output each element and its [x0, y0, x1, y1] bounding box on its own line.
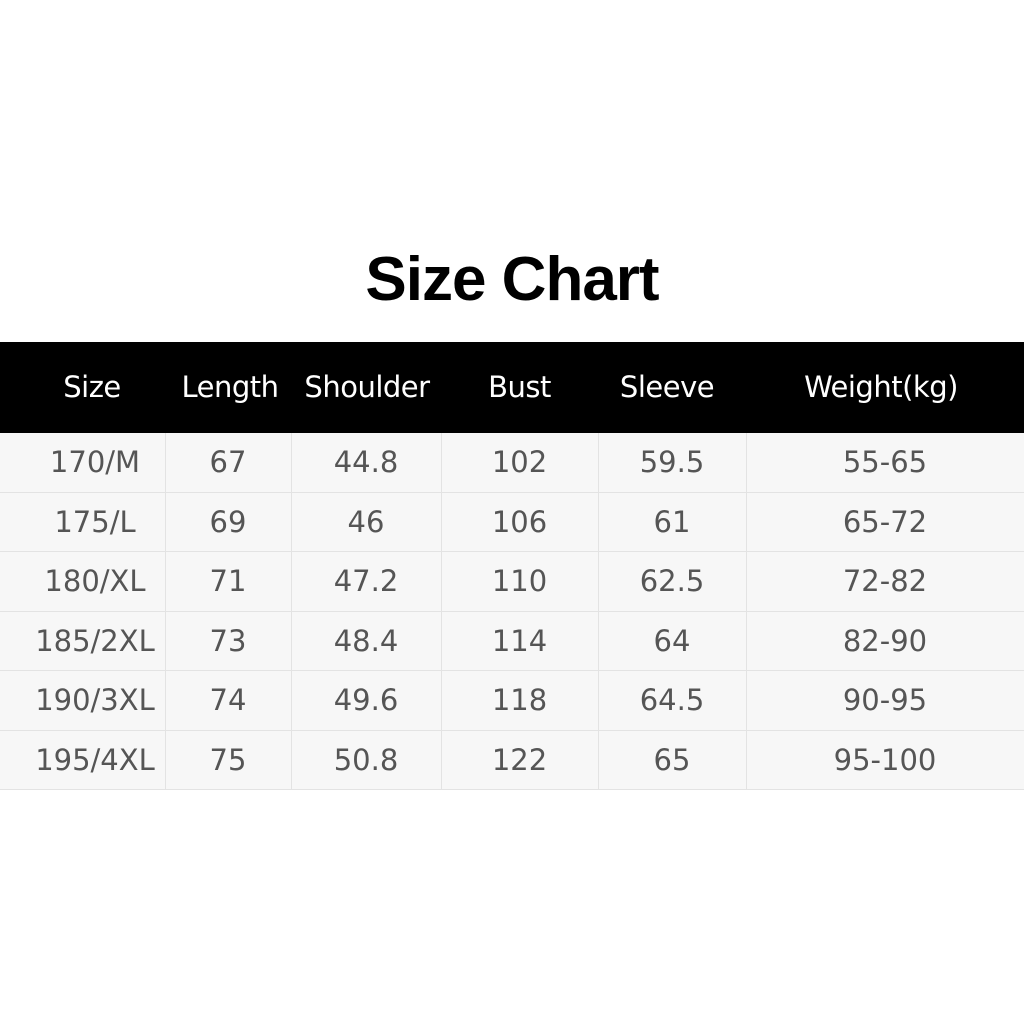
cell-length: 71: [209, 564, 247, 598]
cell-length: 75: [209, 742, 247, 777]
header-length: Length: [181, 370, 279, 404]
table-row: 190/3XL 74 49.6 118 64.5 90-95: [0, 671, 1024, 731]
cell-size: 180/XL: [44, 564, 146, 598]
column-divider: [165, 433, 166, 790]
cell-shoulder: 44.8: [333, 445, 399, 479]
cell-shoulder: 48.4: [333, 623, 399, 658]
cell-bust: 106: [491, 504, 548, 539]
column-divider: [598, 433, 599, 790]
cell-weight: 90-95: [842, 683, 928, 717]
cell-weight: 72-82: [842, 564, 928, 598]
cell-weight: 95-100: [833, 742, 937, 777]
cell-weight: 82-90: [842, 623, 928, 658]
cell-length: 74: [209, 683, 247, 717]
cell-bust: 118: [491, 683, 548, 717]
cell-size: 195/4XL: [35, 742, 155, 777]
page-title: Size Chart: [365, 245, 659, 314]
cell-shoulder: 47.2: [333, 564, 399, 598]
cell-sleeve: 65: [653, 742, 691, 777]
header-shoulder: Shoulder: [304, 370, 430, 404]
header-bust: Bust: [488, 370, 551, 404]
cell-sleeve: 64: [653, 623, 691, 658]
cell-bust: 110: [491, 564, 548, 598]
table-row: 170/M 67 44.8 102 59.5 55-65: [0, 433, 1024, 493]
cell-bust: 122: [491, 742, 548, 777]
cell-size: 170/M: [49, 445, 141, 479]
cell-size: 185/2XL: [35, 623, 155, 658]
column-divider: [441, 433, 442, 790]
cell-sleeve: 59.5: [639, 445, 705, 479]
table-body: 170/M 67 44.8 102 59.5 55-65 175/L 69 46 106 61 65-…: [0, 433, 1024, 790]
table-row: 175/L 69 46 106 61 65-72: [0, 492, 1024, 552]
table-row: 180/XL 71 47.2 110 62.5 72-82: [0, 552, 1024, 612]
cell-sleeve: 64.5: [639, 683, 705, 717]
column-divider: [746, 433, 747, 790]
table-header: Size Length Shoulder Bust Sleeve Weight(…: [0, 342, 1024, 433]
cell-shoulder: 49.6: [333, 683, 399, 717]
cell-bust: 114: [491, 623, 548, 658]
cell-length: 69: [209, 504, 247, 539]
cell-length: 73: [209, 623, 247, 658]
header-size: Size: [63, 370, 121, 404]
cell-sleeve: 61: [653, 504, 691, 539]
cell-shoulder: 46: [347, 504, 385, 539]
header-weight: Weight(kg): [804, 370, 958, 404]
column-divider: [291, 433, 292, 790]
cell-bust: 102: [491, 445, 548, 479]
cell-weight: 55-65: [842, 445, 928, 479]
table-row: 195/4XL 75 50.8 122 65 95-100: [0, 730, 1024, 790]
cell-sleeve: 62.5: [639, 564, 705, 598]
table-row: 185/2XL 73 48.4 114 64 82-90: [0, 611, 1024, 671]
cell-size: 175/L: [54, 504, 136, 539]
cell-shoulder: 50.8: [333, 742, 399, 777]
cell-length: 67: [209, 445, 247, 479]
header-sleeve: Sleeve: [619, 370, 715, 404]
cell-weight: 65-72: [842, 504, 928, 539]
cell-size: 190/3XL: [35, 683, 155, 717]
